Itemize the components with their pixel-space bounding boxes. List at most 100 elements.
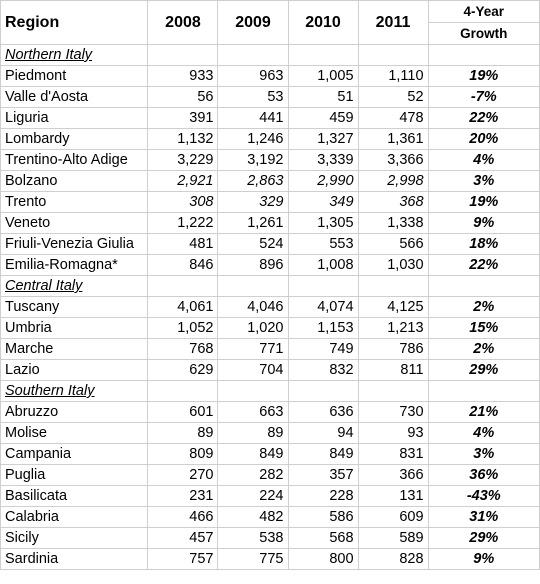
value-2010-cell: 4,074 xyxy=(287,296,359,318)
empty-cell xyxy=(357,275,429,297)
table-row: Veneto 1,222 1,261 1,305 1,338 9% xyxy=(0,212,540,234)
empty-cell xyxy=(287,380,359,402)
region-cell: Calabria xyxy=(0,506,149,528)
region-cell: Lazio xyxy=(0,359,149,381)
region-cell: Basilicata xyxy=(0,485,149,507)
header-region: Region xyxy=(0,0,149,45)
table-body: Northern Italy Piedmont 933 963 1,005 1,110 19… xyxy=(0,44,540,570)
section-row: Central Italy xyxy=(0,275,540,297)
value-2009-cell: 663 xyxy=(217,401,289,423)
table-row: Piedmont 933 963 1,005 1,110 19% xyxy=(0,65,540,87)
value-2011-cell: 828 xyxy=(357,548,429,570)
table-header: Region 2008 2009 2010 2011 4-Year Growth xyxy=(0,0,540,45)
value-2009-cell: 329 xyxy=(217,191,289,213)
table-row: Abruzzo 601 663 636 730 21% xyxy=(0,401,540,423)
region-cell: Trentino-Alto Adige xyxy=(0,149,149,171)
value-2011-cell: 368 xyxy=(357,191,429,213)
growth-cell: 22% xyxy=(427,254,540,276)
empty-cell xyxy=(287,275,359,297)
value-2008-cell: 89 xyxy=(147,422,219,444)
value-2010-cell: 94 xyxy=(287,422,359,444)
table-row: Molise 89 89 94 93 4% xyxy=(0,422,540,444)
region-cell: Friuli-Venezia Giulia xyxy=(0,233,149,255)
growth-cell: 19% xyxy=(427,191,540,213)
region-cell: Tuscany xyxy=(0,296,149,318)
value-2011-cell: 786 xyxy=(357,338,429,360)
value-2009-cell: 963 xyxy=(217,65,289,87)
region-cell: Piedmont xyxy=(0,65,149,87)
growth-cell: 36% xyxy=(427,464,540,486)
region-cell: Marche xyxy=(0,338,149,360)
value-2008-cell: 601 xyxy=(147,401,219,423)
growth-cell: 29% xyxy=(427,359,540,381)
growth-cell: 21% xyxy=(427,401,540,423)
region-cell: Sardinia xyxy=(0,548,149,570)
value-2008-cell: 2,921 xyxy=(147,170,219,192)
value-2008-cell: 1,132 xyxy=(147,128,219,150)
value-2009-cell: 771 xyxy=(217,338,289,360)
region-data-table: Region 2008 2009 2010 2011 4-Year Growth… xyxy=(0,0,540,570)
value-2008-cell: 481 xyxy=(147,233,219,255)
value-2011-cell: 566 xyxy=(357,233,429,255)
value-2009-cell: 896 xyxy=(217,254,289,276)
table-row: Basilicata 231 224 228 131 -43% xyxy=(0,485,540,507)
value-2009-cell: 1,261 xyxy=(217,212,289,234)
table-row: Valle d'Aosta 56 53 51 52 -7% xyxy=(0,86,540,108)
section-label: Central Italy xyxy=(0,275,149,297)
region-cell: Campania xyxy=(0,443,149,465)
value-2010-cell: 51 xyxy=(287,86,359,108)
value-2010-cell: 1,008 xyxy=(287,254,359,276)
value-2010-cell: 2,990 xyxy=(287,170,359,192)
region-cell: Umbria xyxy=(0,317,149,339)
header-row-1: Region 2008 2009 2010 2011 4-Year xyxy=(0,0,540,45)
value-2011-cell: 730 xyxy=(357,401,429,423)
section-row: Southern Italy xyxy=(0,380,540,402)
value-2010-cell: 357 xyxy=(287,464,359,486)
value-2008-cell: 1,222 xyxy=(147,212,219,234)
table-row: Puglia 270 282 357 366 36% xyxy=(0,464,540,486)
value-2011-cell: 366 xyxy=(357,464,429,486)
region-cell: Molise xyxy=(0,422,149,444)
value-2008-cell: 391 xyxy=(147,107,219,129)
value-2008-cell: 3,229 xyxy=(147,149,219,171)
value-2011-cell: 831 xyxy=(357,443,429,465)
table-row: Sardinia 757 775 800 828 9% xyxy=(0,548,540,570)
growth-cell: 22% xyxy=(427,107,540,129)
empty-cell xyxy=(147,275,219,297)
value-2011-cell: 1,361 xyxy=(357,128,429,150)
value-2009-cell: 4,046 xyxy=(217,296,289,318)
header-year-2009: 2009 xyxy=(217,0,289,45)
value-2010-cell: 553 xyxy=(287,233,359,255)
empty-cell xyxy=(217,275,289,297)
value-2010-cell: 3,339 xyxy=(287,149,359,171)
region-cell: Veneto xyxy=(0,212,149,234)
value-2008-cell: 457 xyxy=(147,527,219,549)
value-2008-cell: 757 xyxy=(147,548,219,570)
value-2009-cell: 482 xyxy=(217,506,289,528)
value-2009-cell: 775 xyxy=(217,548,289,570)
header-year-2008: 2008 xyxy=(147,0,219,45)
region-cell: Valle d'Aosta xyxy=(0,86,149,108)
value-2008-cell: 629 xyxy=(147,359,219,381)
growth-cell: 19% xyxy=(427,65,540,87)
table-row: Friuli-Venezia Giulia 481 524 553 566 18% xyxy=(0,233,540,255)
value-2008-cell: 56 xyxy=(147,86,219,108)
growth-cell: 31% xyxy=(427,506,540,528)
value-2008-cell: 768 xyxy=(147,338,219,360)
value-2011-cell: 52 xyxy=(357,86,429,108)
growth-cell: 9% xyxy=(427,212,540,234)
value-2009-cell: 53 xyxy=(217,86,289,108)
header-growth-line1: 4-Year xyxy=(427,0,540,23)
value-2010-cell: 1,153 xyxy=(287,317,359,339)
value-2008-cell: 1,052 xyxy=(147,317,219,339)
table-row: Sicily 457 538 568 589 29% xyxy=(0,527,540,549)
empty-cell xyxy=(427,380,540,402)
growth-cell: 29% xyxy=(427,527,540,549)
value-2008-cell: 231 xyxy=(147,485,219,507)
table-row: Liguria 391 441 459 478 22% xyxy=(0,107,540,129)
section-row: Northern Italy xyxy=(0,44,540,66)
table-row: Emilia-Romagna* 846 896 1,008 1,030 22% xyxy=(0,254,540,276)
table-row: Bolzano 2,921 2,863 2,990 2,998 3% xyxy=(0,170,540,192)
value-2009-cell: 538 xyxy=(217,527,289,549)
empty-cell xyxy=(357,380,429,402)
